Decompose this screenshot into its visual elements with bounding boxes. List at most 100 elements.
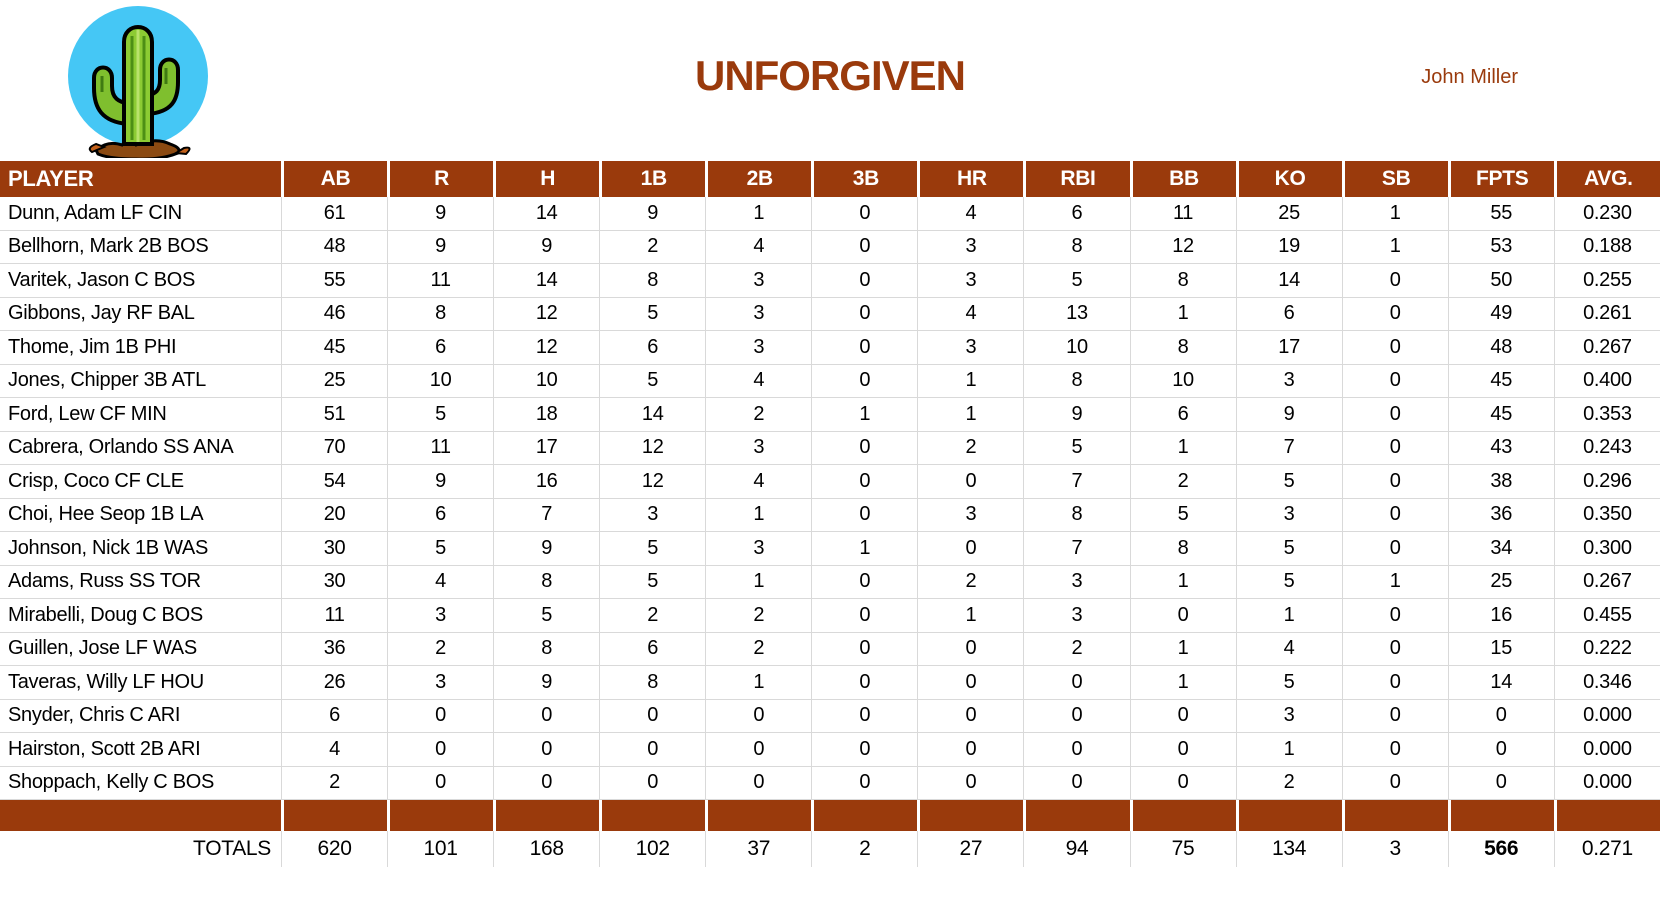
stat-cell: 0.261 — [1553, 297, 1660, 331]
column-header-sb: SB — [1341, 161, 1448, 197]
stat-cell: 10 — [493, 364, 600, 398]
player-name-cell: Johnson, Nick 1B WAS — [0, 532, 281, 566]
stat-cell: 0 — [811, 297, 918, 331]
stat-cell: 2 — [1023, 632, 1130, 666]
column-header-ko: KO — [1235, 161, 1342, 197]
stat-cell: 0 — [811, 465, 918, 499]
stat-cell: 0 — [811, 197, 918, 231]
stat-cell: 0 — [1341, 331, 1448, 365]
stat-cell: 0 — [1341, 666, 1448, 700]
stat-cell: 11 — [281, 599, 388, 633]
stat-cell: 5 — [599, 297, 706, 331]
stat-cell: 48 — [281, 230, 388, 264]
stat-cell: 0.350 — [1553, 498, 1660, 532]
stat-cell: 0 — [917, 766, 1024, 800]
stat-cell: 10 — [1129, 364, 1236, 398]
stat-cell: 0.353 — [1553, 398, 1660, 432]
stat-cell: 0 — [1341, 599, 1448, 633]
player-name-cell: Bellhorn, Mark 2B BOS — [0, 231, 281, 264]
stat-cell: 0.300 — [1553, 532, 1660, 566]
player-name-cell: Choi, Hee Seop 1B LA — [0, 499, 281, 532]
column-header-2b: 2B — [705, 161, 812, 197]
stat-cell: 11 — [387, 431, 494, 465]
player-name-cell: Varitek, Jason C BOS — [0, 264, 281, 298]
stat-cell: 9 — [1235, 398, 1342, 432]
stat-cell: 9 — [599, 197, 706, 231]
stat-cell: 11 — [387, 264, 494, 298]
stat-cell: 0 — [1341, 297, 1448, 331]
player-name-cell: Dunn, Adam LF CIN — [0, 197, 281, 231]
total-cell: 620 — [281, 831, 387, 867]
total-cell: 0.271 — [1553, 831, 1660, 867]
stat-cell: 5 — [1129, 498, 1236, 532]
stat-cell: 1 — [1129, 632, 1236, 666]
table-row: Crisp, Coco CF CLE 54 9 16 12 4 0 0 7 2 5 0 38 0.296 — [0, 465, 1660, 499]
table-row: Johnson, Nick 1B WAS 30 5 9 5 3 1 0 7 8 5 0 34 0.300 — [0, 532, 1660, 566]
spacer-cell — [1553, 800, 1660, 831]
player-name-cell: Taveras, Willy LF HOU — [0, 666, 281, 700]
stat-cell: 0 — [1341, 766, 1448, 800]
table-row: Varitek, Jason C BOS 55 11 14 8 3 0 3 5 8 14 0 50 0.2… — [0, 264, 1660, 298]
spacer-cell — [1341, 800, 1448, 831]
stat-cell: 4 — [705, 364, 812, 398]
stat-cell: 3 — [705, 331, 812, 365]
stat-cell: 0 — [917, 532, 1024, 566]
stat-cell: 10 — [387, 364, 494, 398]
stat-cell: 0 — [1341, 632, 1448, 666]
stat-cell: 13 — [1023, 297, 1130, 331]
stat-cell: 9 — [493, 532, 600, 566]
stat-cell: 15 — [1447, 632, 1554, 666]
stat-cell: 4 — [705, 465, 812, 499]
table-row: Gibbons, Jay RF BAL 46 8 12 5 3 0 4 13 1 6 0 49 0.261 — [0, 297, 1660, 331]
stat-cell: 4 — [705, 230, 812, 264]
stat-cell: 36 — [281, 632, 388, 666]
stat-cell: 5 — [1235, 565, 1342, 599]
stat-cell: 0 — [917, 666, 1024, 700]
stat-cell: 2 — [387, 632, 494, 666]
stat-cell: 9 — [387, 197, 494, 231]
spacer-cell — [1023, 800, 1130, 831]
total-cell: 566 — [1447, 831, 1554, 867]
stat-cell: 0 — [811, 599, 918, 633]
stat-cell: 9 — [387, 465, 494, 499]
stat-cell: 3 — [917, 264, 1024, 298]
stat-cell: 8 — [493, 632, 600, 666]
stat-cell: 7 — [1023, 532, 1130, 566]
stat-cell: 12 — [493, 297, 600, 331]
stat-cell: 0 — [811, 733, 918, 767]
stat-cell: 0 — [811, 632, 918, 666]
stat-cell: 0 — [387, 766, 494, 800]
stat-cell: 17 — [493, 431, 600, 465]
stat-cell: 50 — [1447, 264, 1554, 298]
table-row: Dunn, Adam LF CIN 61 9 14 9 1 0 4 6 11 25 1 55 0.230 — [0, 197, 1660, 231]
stat-cell: 0 — [1341, 264, 1448, 298]
stat-cell: 14 — [493, 197, 600, 231]
player-name-cell: Crisp, Coco CF CLE — [0, 465, 281, 499]
stat-cell: 0 — [1023, 666, 1130, 700]
stat-cell: 9 — [387, 230, 494, 264]
stat-cell: 0 — [1129, 599, 1236, 633]
stat-cell: 25 — [1235, 197, 1342, 231]
stat-cell: 6 — [599, 331, 706, 365]
stat-cell: 12 — [599, 431, 706, 465]
stat-cell: 4 — [917, 197, 1024, 231]
stat-cell: 55 — [281, 264, 388, 298]
stat-cell: 5 — [1235, 465, 1342, 499]
stat-cell: 3 — [1023, 565, 1130, 599]
report-header: UNFORGIVEN John Miller — [0, 0, 1660, 161]
stat-cell: 6 — [1023, 197, 1130, 231]
stat-cell: 11 — [1129, 197, 1236, 231]
stat-cell: 5 — [599, 565, 706, 599]
stat-cell: 0 — [387, 699, 494, 733]
stat-cell: 0.455 — [1553, 599, 1660, 633]
table-row: Guillen, Jose LF WAS 36 2 8 6 2 0 0 2 1 4 0 15 0.222 — [0, 632, 1660, 666]
stat-cell: 8 — [1023, 230, 1130, 264]
stat-cell: 1 — [1235, 599, 1342, 633]
stat-cell: 46 — [281, 297, 388, 331]
stat-cell: 0 — [1341, 398, 1448, 432]
stat-cell: 0.230 — [1553, 197, 1660, 231]
player-name-cell: Jones, Chipper 3B ATL — [0, 365, 281, 398]
table-row: Snyder, Chris C ARI 6 0 0 0 0 0 0 0 0 3 0 0 0.000 — [0, 699, 1660, 733]
player-name-cell: Hairston, Scott 2B ARI — [0, 733, 281, 767]
stat-cell: 0 — [705, 699, 812, 733]
